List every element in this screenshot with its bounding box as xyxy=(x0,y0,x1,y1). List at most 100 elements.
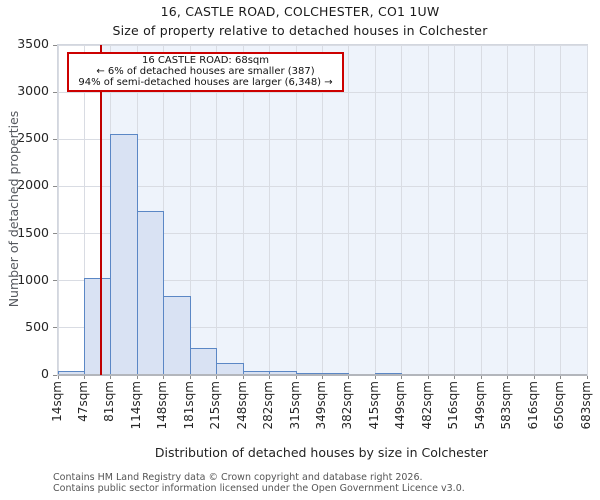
x-tick-label: 248sqm xyxy=(234,381,249,430)
x-tick-label: 14sqm xyxy=(49,381,64,422)
x-gridline xyxy=(427,45,429,375)
x-tick-label: 215sqm xyxy=(208,381,223,430)
x-gridline xyxy=(216,45,218,375)
histogram-bars-layer xyxy=(57,45,587,375)
x-gridline xyxy=(83,45,85,375)
x-tick-label: 683sqm xyxy=(578,381,593,430)
y-tick-label: 1000 xyxy=(17,271,49,287)
histogram-bar xyxy=(136,210,165,375)
x-tick-label: 415sqm xyxy=(366,381,381,430)
histogram-bar xyxy=(189,348,218,375)
x-gridline xyxy=(586,45,588,375)
x-tick-label: 114sqm xyxy=(128,381,143,430)
property-size-marker-line xyxy=(99,45,102,375)
x-tick-mark xyxy=(110,376,112,379)
x-tick-mark xyxy=(216,376,218,379)
x-tick-label: 549sqm xyxy=(472,381,487,430)
x-tick-label: 315sqm xyxy=(287,381,302,430)
histogram-bar xyxy=(110,133,138,375)
x-gridline xyxy=(533,45,535,375)
y-tick-label: 3000 xyxy=(17,83,49,99)
x-gridline xyxy=(189,45,191,375)
x-gridline xyxy=(454,45,456,375)
x-tick-mark xyxy=(269,376,271,379)
x-gridline xyxy=(322,45,323,375)
y-gridline xyxy=(58,185,587,187)
x-tick-label: 449sqm xyxy=(393,381,408,430)
x-tick-mark xyxy=(533,376,535,379)
x-tick-mark xyxy=(560,376,562,379)
x-axis-title: Distribution of detached houses by size … xyxy=(154,445,489,460)
x-tick-mark xyxy=(507,376,509,379)
x-tick-mark xyxy=(427,376,429,379)
x-tick-label: 282sqm xyxy=(261,381,276,430)
y-tick-label: 2500 xyxy=(17,130,49,146)
x-gridline xyxy=(374,45,376,375)
x-tick-mark xyxy=(189,376,191,379)
x-tick-mark xyxy=(295,376,297,379)
x-tick-mark xyxy=(242,376,244,379)
footer-attribution-line-1: Contains HM Land Registry data © Crown c… xyxy=(53,472,423,483)
annotation-box: 16 CASTLE ROAD: 68sqm ← 6% of detached h… xyxy=(67,52,344,92)
x-tick-label: 650sqm xyxy=(552,381,567,430)
y-tick-mark xyxy=(53,138,57,140)
y-tick-label: 500 xyxy=(25,318,49,334)
y-tick-label: 1500 xyxy=(17,224,49,240)
annotation-line-3: 94% of semi-detached houses are larger (… xyxy=(78,77,333,88)
x-gridline xyxy=(295,45,297,375)
x-gridline xyxy=(560,45,562,375)
y-tick-mark xyxy=(53,327,57,329)
y-tick-label: 3500 xyxy=(17,36,49,51)
y-gridline xyxy=(58,44,587,46)
x-tick-mark xyxy=(401,376,403,379)
x-tick-label: 516sqm xyxy=(446,381,461,430)
x-gridline xyxy=(480,45,482,375)
x-axis-line xyxy=(58,374,587,376)
y-tick-mark xyxy=(53,374,57,376)
y-tick-label: 0 xyxy=(41,366,49,381)
x-gridline xyxy=(401,45,403,375)
y-tick-mark xyxy=(53,91,57,93)
x-tick-label: 616sqm xyxy=(525,381,540,430)
x-tick-mark xyxy=(57,376,59,379)
x-tick-label: 349sqm xyxy=(314,381,328,430)
y-gridline xyxy=(58,91,587,93)
y-tick-label: 2000 xyxy=(17,177,49,193)
x-tick-label: 482sqm xyxy=(419,381,434,430)
x-tick-mark xyxy=(163,376,165,379)
x-tick-mark xyxy=(136,376,138,379)
y-gridline xyxy=(58,327,587,329)
histogram-bar xyxy=(163,295,191,375)
chart-title: 16, CASTLE ROAD, COLCHESTER, CO1 1UW xyxy=(160,4,440,19)
x-tick-mark xyxy=(454,376,456,379)
annotation-line-2: ← 6% of detached houses are smaller (387… xyxy=(96,66,315,77)
y-gridline xyxy=(58,138,587,140)
x-tick-mark xyxy=(322,376,323,379)
x-tick-label: 583sqm xyxy=(499,381,514,430)
x-tick-mark xyxy=(83,376,85,379)
x-tick-mark xyxy=(480,376,482,379)
footer-attribution-line-2: Contains public sector information licen… xyxy=(53,483,465,494)
annotation-line-1: 16 CASTLE ROAD: 68sqm xyxy=(141,55,269,66)
x-gridline xyxy=(507,45,509,375)
x-tick-label: 181sqm xyxy=(181,381,196,430)
x-tick-label: 81sqm xyxy=(102,381,117,422)
x-tick-label: 382sqm xyxy=(340,381,355,430)
x-gridline xyxy=(57,45,59,375)
chart-subtitle: Size of property relative to detached ho… xyxy=(112,23,488,38)
plot-area: 16 CASTLE ROAD: 68sqm ← 6% of detached h… xyxy=(53,44,588,379)
y-tick-mark xyxy=(53,44,57,46)
histogram-bar xyxy=(83,277,112,375)
x-tick-mark xyxy=(586,376,588,379)
x-tick-mark xyxy=(374,376,376,379)
x-tick-label: 47sqm xyxy=(75,381,90,422)
y-tick-mark xyxy=(53,280,57,282)
y-gridline xyxy=(58,280,587,282)
x-gridline xyxy=(348,45,350,375)
y-gridline xyxy=(58,233,587,235)
y-tick-mark xyxy=(53,233,57,235)
x-tick-label: 148sqm xyxy=(155,381,170,430)
x-gridline xyxy=(163,45,165,375)
y-tick-mark xyxy=(53,185,57,187)
